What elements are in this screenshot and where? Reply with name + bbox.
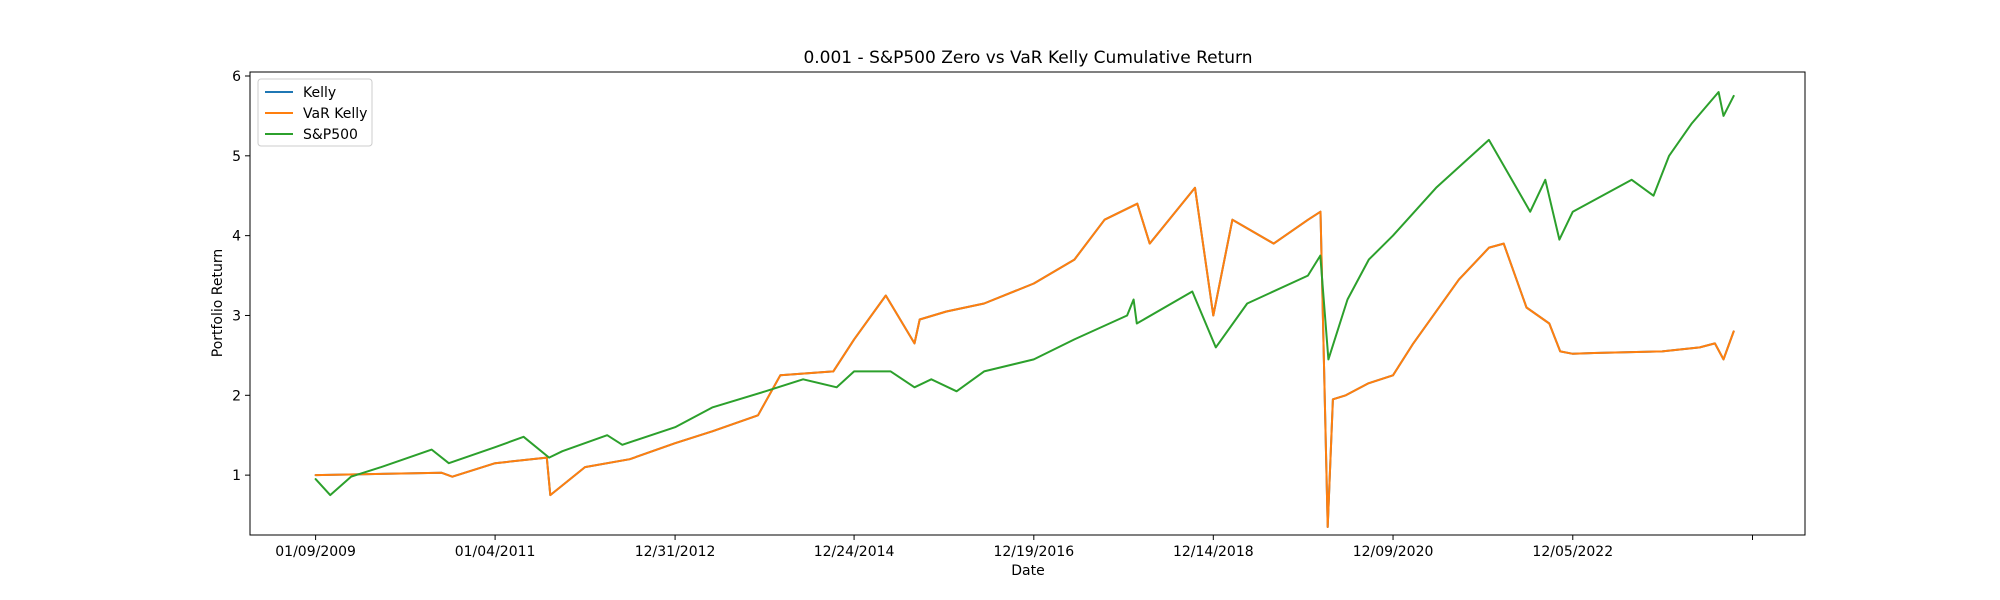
y-tick-label: 2 [232, 388, 241, 404]
y-tick-label: 6 [232, 69, 241, 85]
y-tick-label: 1 [232, 468, 241, 484]
x-tick-label: 01/09/2009 [275, 544, 356, 560]
x-tick-label: 12/19/2016 [993, 544, 1074, 560]
legend-label-var-kelly: VaR Kelly [303, 106, 367, 122]
legend-box [257, 78, 373, 147]
chart-title: 0.001 - S&P500 Zero vs VaR Kelly Cumulat… [803, 48, 1252, 68]
x-tick-label: 12/31/2012 [635, 544, 716, 560]
y-tick-label: 3 [232, 308, 241, 324]
y-axis-label: Portfolio Return [210, 249, 226, 358]
x-axis-label: Date [1011, 563, 1044, 579]
x-tick-label: 01/04/2011 [455, 544, 536, 560]
legend-label-s-p500: S&P500 [303, 127, 358, 143]
x-tick-label: 12/09/2020 [1353, 544, 1434, 560]
series-layer [314, 91, 1735, 528]
series-line-var-kelly [314, 186, 1735, 528]
plot-frame [249, 71, 1806, 536]
series-line-s-p500 [314, 91, 1735, 497]
y-axis: 1 2 3 4 5 6 [232, 69, 250, 484]
legend-label-kelly: Kelly [303, 85, 336, 101]
y-tick-label: 4 [232, 229, 241, 245]
x-tick-label: 12/05/2022 [1532, 544, 1613, 560]
plot-area [249, 71, 1806, 536]
y-tick-label: 5 [232, 149, 241, 165]
legend: Kelly VaR Kelly S&P500 [257, 78, 373, 147]
x-tick-label: 12/14/2018 [1173, 544, 1254, 560]
x-tick-label: 12/24/2014 [814, 544, 895, 560]
x-axis: 01/09/2009 01/04/2011 12/31/2012 12/24/2014… [275, 535, 1754, 560]
plot-background [250, 72, 1805, 535]
